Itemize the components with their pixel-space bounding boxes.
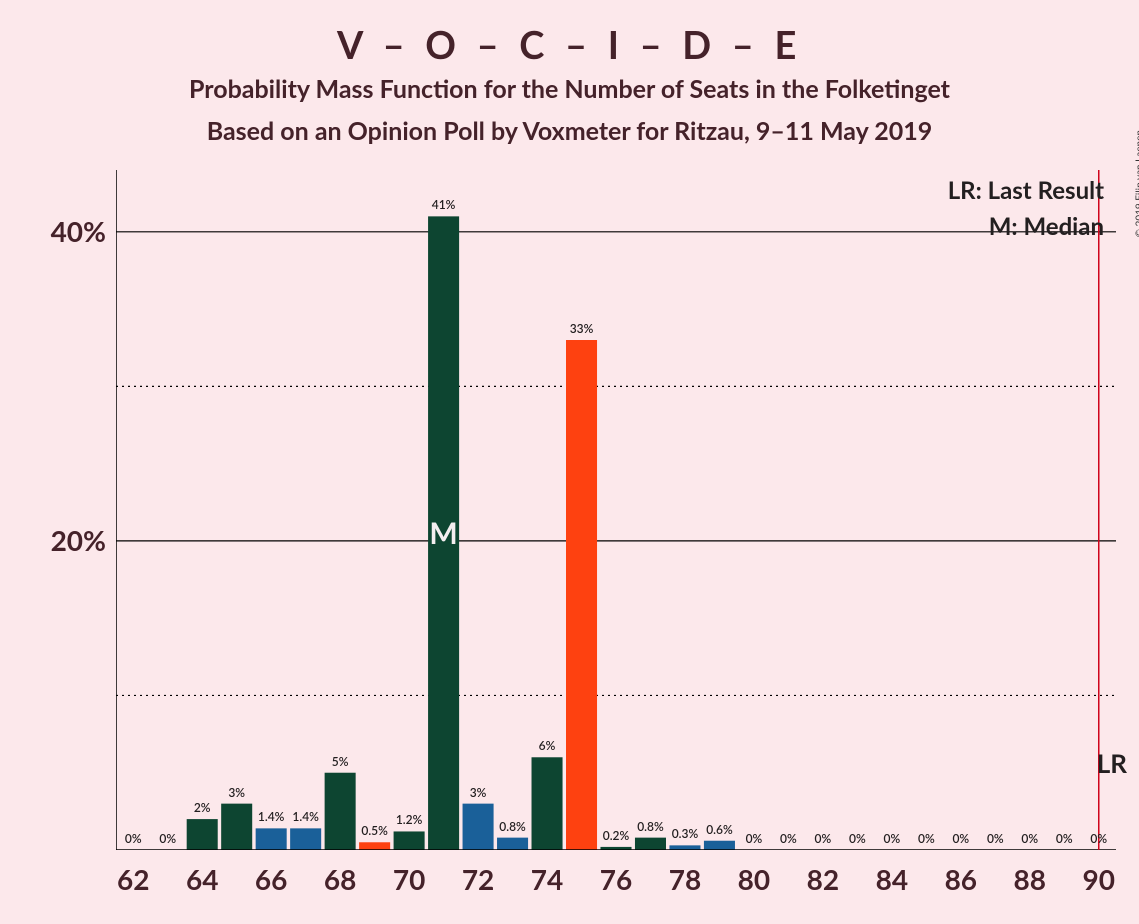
bar-68 (325, 773, 356, 850)
x-tick-62: 62 (117, 862, 149, 896)
x-tick-70: 70 (393, 862, 425, 896)
bar-label-80: 0% (746, 831, 763, 846)
bar-label-72: 3% (470, 785, 487, 800)
bar-label-87: 0% (987, 831, 1004, 846)
x-tick-88: 88 (1014, 862, 1046, 896)
median-marker: M (429, 515, 457, 551)
x-tick-90: 90 (1083, 862, 1115, 896)
lr-marker: LR (1097, 747, 1127, 779)
copyright-text: © 2019 Filip van Laenen (1133, 130, 1139, 237)
y-tick-20: 20% (16, 523, 106, 557)
bar-74 (532, 757, 563, 850)
legend-lr: LR: Last Result (948, 176, 1104, 205)
x-tick-68: 68 (324, 862, 356, 896)
x-tick-64: 64 (186, 862, 218, 896)
bar-label-86: 0% (952, 831, 969, 846)
chart-title: V – O – C – I – D – E (0, 22, 1139, 68)
bar-70 (394, 831, 425, 850)
bar-67 (290, 828, 321, 850)
bar-label-62: 0% (125, 831, 142, 846)
bar-label-83: 0% (849, 831, 866, 846)
bar-label-65: 3% (228, 785, 245, 800)
bar-label-81: 0% (780, 831, 797, 846)
bar-69 (359, 842, 390, 850)
x-tick-74: 74 (531, 862, 563, 896)
bar-label-67: 1.4% (292, 809, 319, 824)
bar-64 (187, 819, 218, 850)
bar-label-70: 1.2% (396, 812, 423, 827)
bar-label-90: 0% (1090, 831, 1107, 846)
bar-72 (463, 804, 494, 850)
x-tick-82: 82 (807, 862, 839, 896)
chart-subtitle-2: Based on an Opinion Poll by Voxmeter for… (0, 116, 1139, 146)
bar-label-89: 0% (1056, 831, 1073, 846)
bar-label-77: 0.8% (637, 819, 664, 834)
bar-label-73: 0.8% (499, 819, 526, 834)
bar-75 (566, 340, 597, 850)
bar-label-66: 1.4% (258, 809, 285, 824)
chart-subtitle-1: Probability Mass Function for the Number… (0, 74, 1139, 104)
bar-label-84: 0% (884, 831, 901, 846)
x-tick-80: 80 (738, 862, 770, 896)
bar-73 (497, 838, 528, 850)
bar-label-78: 0.3% (672, 826, 699, 841)
x-tick-66: 66 (255, 862, 287, 896)
bar-66 (256, 828, 287, 850)
chart-plot-area: 0% 0% 2% 3% 1.4% 1.4% 5% 0.5% 1.2% 41% M 3% 0.8% 6% 33… (116, 170, 1116, 850)
bar-label-68: 5% (332, 754, 349, 769)
bar-label-79: 0.6% (706, 822, 733, 837)
x-tick-86: 86 (945, 862, 977, 896)
bar-label-88: 0% (1021, 831, 1038, 846)
bar-label-82: 0% (815, 831, 832, 846)
bar-label-74: 6% (539, 738, 556, 753)
chart-svg (116, 170, 1116, 850)
bar-label-64: 2% (194, 800, 211, 815)
bar-label-75: 33% (570, 321, 594, 336)
bar-label-63: 0% (159, 831, 176, 846)
x-tick-72: 72 (462, 862, 494, 896)
bar-77 (635, 838, 666, 850)
bar-label-71: 41% (432, 197, 456, 212)
legend-m: M: Median (989, 212, 1104, 241)
bar-79 (704, 841, 735, 850)
x-tick-76: 76 (600, 862, 632, 896)
bar-label-69: 0.5% (361, 823, 388, 838)
x-tick-78: 78 (669, 862, 701, 896)
bar-label-85: 0% (918, 831, 935, 846)
bar-label-76: 0.2% (603, 828, 630, 843)
x-tick-84: 84 (876, 862, 908, 896)
bar-65 (221, 804, 252, 850)
y-tick-40: 40% (16, 214, 106, 248)
